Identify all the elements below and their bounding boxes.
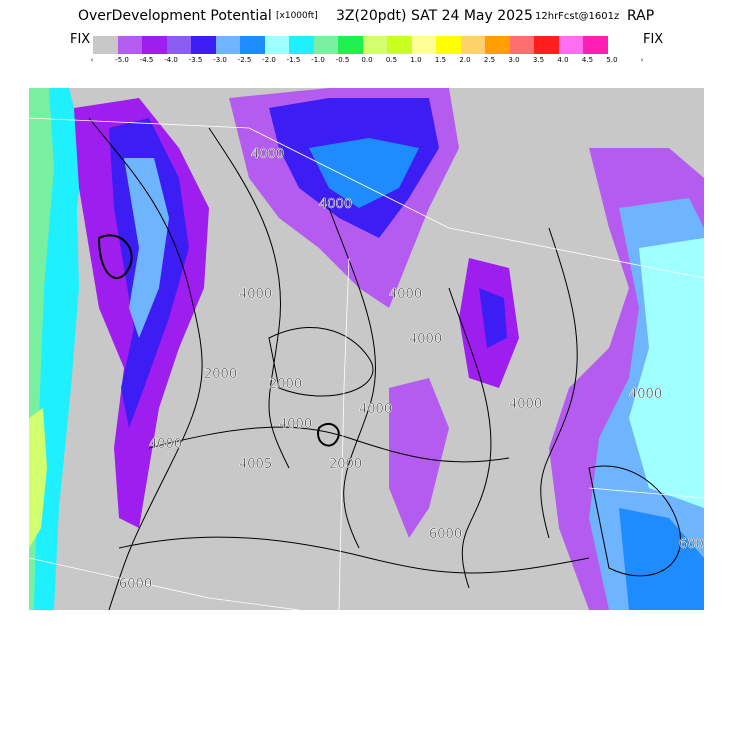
tick-label: -0.5 xyxy=(335,56,350,64)
northern-band-cyan xyxy=(309,138,419,208)
tick-label: -5.0 xyxy=(115,56,129,64)
coast-yellow-region xyxy=(29,408,47,548)
contour-label: 2000 xyxy=(329,457,362,472)
color-swatch xyxy=(338,36,363,54)
contour-label: 4000 xyxy=(319,197,352,212)
east-region-cyan xyxy=(629,238,704,508)
model-label: RAP xyxy=(627,8,655,24)
tick-label: 1.5 xyxy=(434,56,447,64)
tick-label: -1.0 xyxy=(311,56,325,64)
color-swatch xyxy=(583,36,608,54)
chart-title: OverDevelopment Potential xyxy=(78,8,272,24)
units-label: [x1000ft] xyxy=(276,11,318,21)
tick-label: 0.5 xyxy=(385,56,398,64)
cascade-band-lightblue xyxy=(124,158,169,338)
contour-label: 4000 xyxy=(389,287,422,302)
tick-label: 2.5 xyxy=(483,56,496,64)
tick-label: -3.5 xyxy=(188,56,203,64)
fix-right-label: FIX xyxy=(643,32,664,47)
color-swatch xyxy=(191,36,216,54)
valid-time: 3Z(20pdt) SAT 24 May 2025 xyxy=(336,8,533,24)
color-swatch xyxy=(436,36,461,54)
contour-lines xyxy=(88,117,681,610)
color-swatch xyxy=(534,36,559,54)
tick-label: 3.5 xyxy=(532,56,545,64)
weather-map: 4000 4000 4000 4000 2000 2000 4000 4000 4005 6000… xyxy=(29,88,704,610)
contour-label: 2000 xyxy=(204,367,237,382)
tick-label: 1.0 xyxy=(410,56,422,64)
tick-label: -4.0 xyxy=(164,56,178,64)
tick-label: 3.0 xyxy=(508,56,520,64)
forecast-label: 12hrFcst@1601z xyxy=(535,11,620,22)
color-swatch xyxy=(485,36,510,54)
color-swatch xyxy=(264,36,289,54)
contour-label: 6000 xyxy=(429,527,462,542)
color-swatch xyxy=(215,36,240,54)
color-scale-ticks: ‹ -5.0 -4.5 -4.0 -3.5 -3.0 -2.5 -2.0 -1.5 -1.0 -0.… xyxy=(82,56,652,66)
east-south-blue xyxy=(619,508,704,610)
contour-label: 4000 xyxy=(149,437,182,452)
color-swatch xyxy=(362,36,387,54)
contour-label: 4000 xyxy=(629,387,662,402)
state-borders xyxy=(29,117,704,610)
central-blob-blue xyxy=(479,288,507,348)
contour-label: 6000 xyxy=(679,537,704,552)
tick-label: -4.5 xyxy=(139,56,154,64)
contour-label: 6000 xyxy=(119,577,152,592)
chart-header: OverDevelopment Potential [x1000ft] 3Z(2… xyxy=(0,6,734,26)
tick-label: -2.5 xyxy=(237,56,252,64)
contour-label: 4000 xyxy=(279,417,312,432)
contour-label: 4005 xyxy=(239,457,272,472)
tick-arrow-right: › xyxy=(640,56,644,64)
fix-left-label: FIX xyxy=(70,32,91,47)
color-swatch xyxy=(289,36,314,54)
color-swatch xyxy=(166,36,191,54)
color-swatch xyxy=(411,36,436,54)
tick-label: 5.0 xyxy=(606,56,618,64)
color-swatch xyxy=(240,36,265,54)
color-swatch xyxy=(313,36,338,54)
contour-label: 4000 xyxy=(359,402,392,417)
contour-label: 4000 xyxy=(239,287,272,302)
color-swatch xyxy=(93,36,118,54)
color-swatch xyxy=(558,36,583,54)
color-swatch xyxy=(387,36,412,54)
tick-label: -1.5 xyxy=(286,56,301,64)
tick-label: -3.0 xyxy=(213,56,227,64)
contour-label: 4000 xyxy=(509,397,542,412)
contour-label: 4000 xyxy=(409,332,442,347)
color-scale-bar xyxy=(93,36,608,54)
tick-label: 2.0 xyxy=(459,56,471,64)
map-field: 4000 4000 4000 4000 2000 2000 4000 4000 4005 6000… xyxy=(29,88,704,610)
contour-label: 4000 xyxy=(251,147,284,162)
tick-label: -2.0 xyxy=(262,56,276,64)
tick-arrow-left: ‹ xyxy=(90,56,94,64)
contour-label: 2000 xyxy=(269,377,302,392)
color-swatch xyxy=(509,36,534,54)
tick-label: 0.0 xyxy=(361,56,373,64)
color-swatch xyxy=(142,36,167,54)
tick-label: 4.0 xyxy=(557,56,569,64)
tick-label: 4.5 xyxy=(581,56,594,64)
color-swatch xyxy=(460,36,485,54)
color-swatch xyxy=(117,36,142,54)
